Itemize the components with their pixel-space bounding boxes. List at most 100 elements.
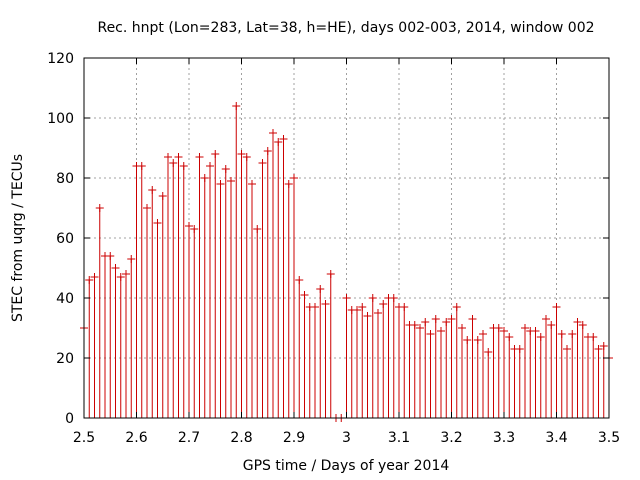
stec-point-marker [279, 135, 288, 143]
stec-point-marker [127, 255, 136, 263]
stec-point-marker [515, 345, 524, 353]
stec-point-marker [452, 303, 461, 311]
stec-point-marker [106, 252, 115, 260]
stec-point-marker [547, 321, 556, 329]
stec-point-marker [206, 162, 214, 170]
stec-point-marker [195, 153, 204, 161]
x-tick-label: 3.4 [545, 430, 567, 446]
stec-point-marker [426, 330, 435, 338]
stec-point-marker [122, 270, 130, 278]
stec-point-marker [353, 306, 361, 314]
stec-point-marker [342, 294, 351, 302]
x-tick-label: 3.5 [598, 430, 620, 446]
stec-point-marker [143, 204, 151, 212]
stec-point-marker [389, 294, 398, 302]
stec-point-marker [185, 222, 193, 230]
stec-point-marker [500, 327, 508, 335]
stec-point-marker [148, 186, 157, 194]
stec-point-marker [216, 180, 225, 188]
stec-point-marker [116, 273, 125, 281]
stec-point-marker [473, 336, 482, 344]
x-tick-label: 3.3 [493, 430, 515, 446]
stec-point-marker [221, 165, 230, 173]
y-axis-label: STEC from uqrg / TECUs [10, 154, 26, 322]
stec-point-marker [232, 102, 241, 110]
stec-point-marker [542, 315, 550, 323]
y-tick-label: 20 [56, 351, 74, 367]
stec-point-marker [358, 303, 367, 311]
stec-point-marker [300, 291, 309, 299]
stec-point-marker [505, 333, 514, 341]
stec-point-marker [190, 225, 199, 233]
stec-point-marker [431, 315, 440, 323]
y-tick-label: 100 [47, 111, 74, 127]
y-tick-label: 120 [47, 51, 74, 67]
stec-point-marker [531, 327, 540, 335]
y-tick-label: 60 [56, 231, 74, 247]
stec-point-marker [111, 264, 120, 272]
stec-point-marker [368, 294, 377, 302]
stec-point-marker [463, 336, 472, 344]
stec-point-marker [200, 174, 209, 182]
x-tick-label: 2.7 [178, 430, 200, 446]
stec-point-marker [253, 225, 262, 233]
stec-point-marker [258, 159, 267, 167]
stec-point-marker [269, 129, 277, 137]
stec-point-marker [599, 342, 608, 350]
stec-point-marker [374, 309, 382, 317]
stec-point-marker [211, 150, 220, 158]
stec-point-marker [379, 300, 388, 308]
stec-point-marker [437, 327, 445, 335]
stec-point-marker [578, 321, 587, 329]
x-tick-label: 3.1 [388, 430, 410, 446]
stec-point-marker [290, 174, 298, 182]
stec-point-marker [284, 180, 293, 188]
stec-point-marker [563, 345, 571, 353]
stec-point-marker [484, 348, 493, 356]
stec-point-marker [174, 153, 183, 161]
stec-point-marker [400, 303, 409, 311]
stec-point-marker [410, 321, 419, 329]
stec-point-marker [363, 312, 372, 320]
stec-point-marker [311, 303, 319, 311]
stec-point-marker [169, 159, 178, 167]
stec-point-marker [248, 180, 256, 188]
x-tick-label: 2.9 [283, 430, 305, 446]
stec-point-marker [90, 273, 99, 281]
stec-point-marker [137, 162, 146, 170]
stec-point-marker [316, 285, 325, 293]
stec-point-marker [326, 270, 335, 278]
stec-point-marker [458, 324, 466, 332]
stec-point-marker [521, 324, 529, 332]
stec-point-marker [321, 300, 330, 308]
stec-point-marker [237, 150, 246, 158]
stec-point-marker [589, 333, 598, 341]
x-tick-label: 2.5 [73, 430, 95, 446]
stec-point-marker [153, 219, 162, 227]
y-tick-label: 80 [56, 171, 74, 187]
stec-point-marker [242, 153, 251, 161]
stec-point-marker [494, 324, 503, 332]
stec-point-marker [95, 204, 104, 212]
stec-point-marker [179, 162, 188, 170]
x-axis-label: GPS time / Days of year 2014 [243, 458, 450, 474]
stec-point-marker [295, 276, 304, 284]
stec-point-marker [536, 333, 545, 341]
stec-point-marker [573, 318, 582, 326]
stec-point-marker [158, 192, 167, 200]
stec-point-marker [227, 177, 235, 185]
stec-point-marker [421, 318, 430, 326]
stec-point-marker [557, 330, 566, 338]
stec-point-marker [164, 153, 172, 161]
chart-title: Rec. hnpt (Lon=283, Lat=38, h=HE), days … [97, 20, 594, 36]
stec-point-marker [442, 318, 451, 326]
stec-point-marker [468, 315, 477, 323]
stec-point-marker [263, 147, 272, 155]
x-tick-label: 2.8 [230, 430, 252, 446]
stec-point-marker [552, 303, 561, 311]
y-tick-label: 40 [56, 291, 74, 307]
stec-point-marker [85, 276, 94, 284]
x-tick-label: 3.2 [440, 430, 462, 446]
stec-point-marker [594, 345, 603, 353]
